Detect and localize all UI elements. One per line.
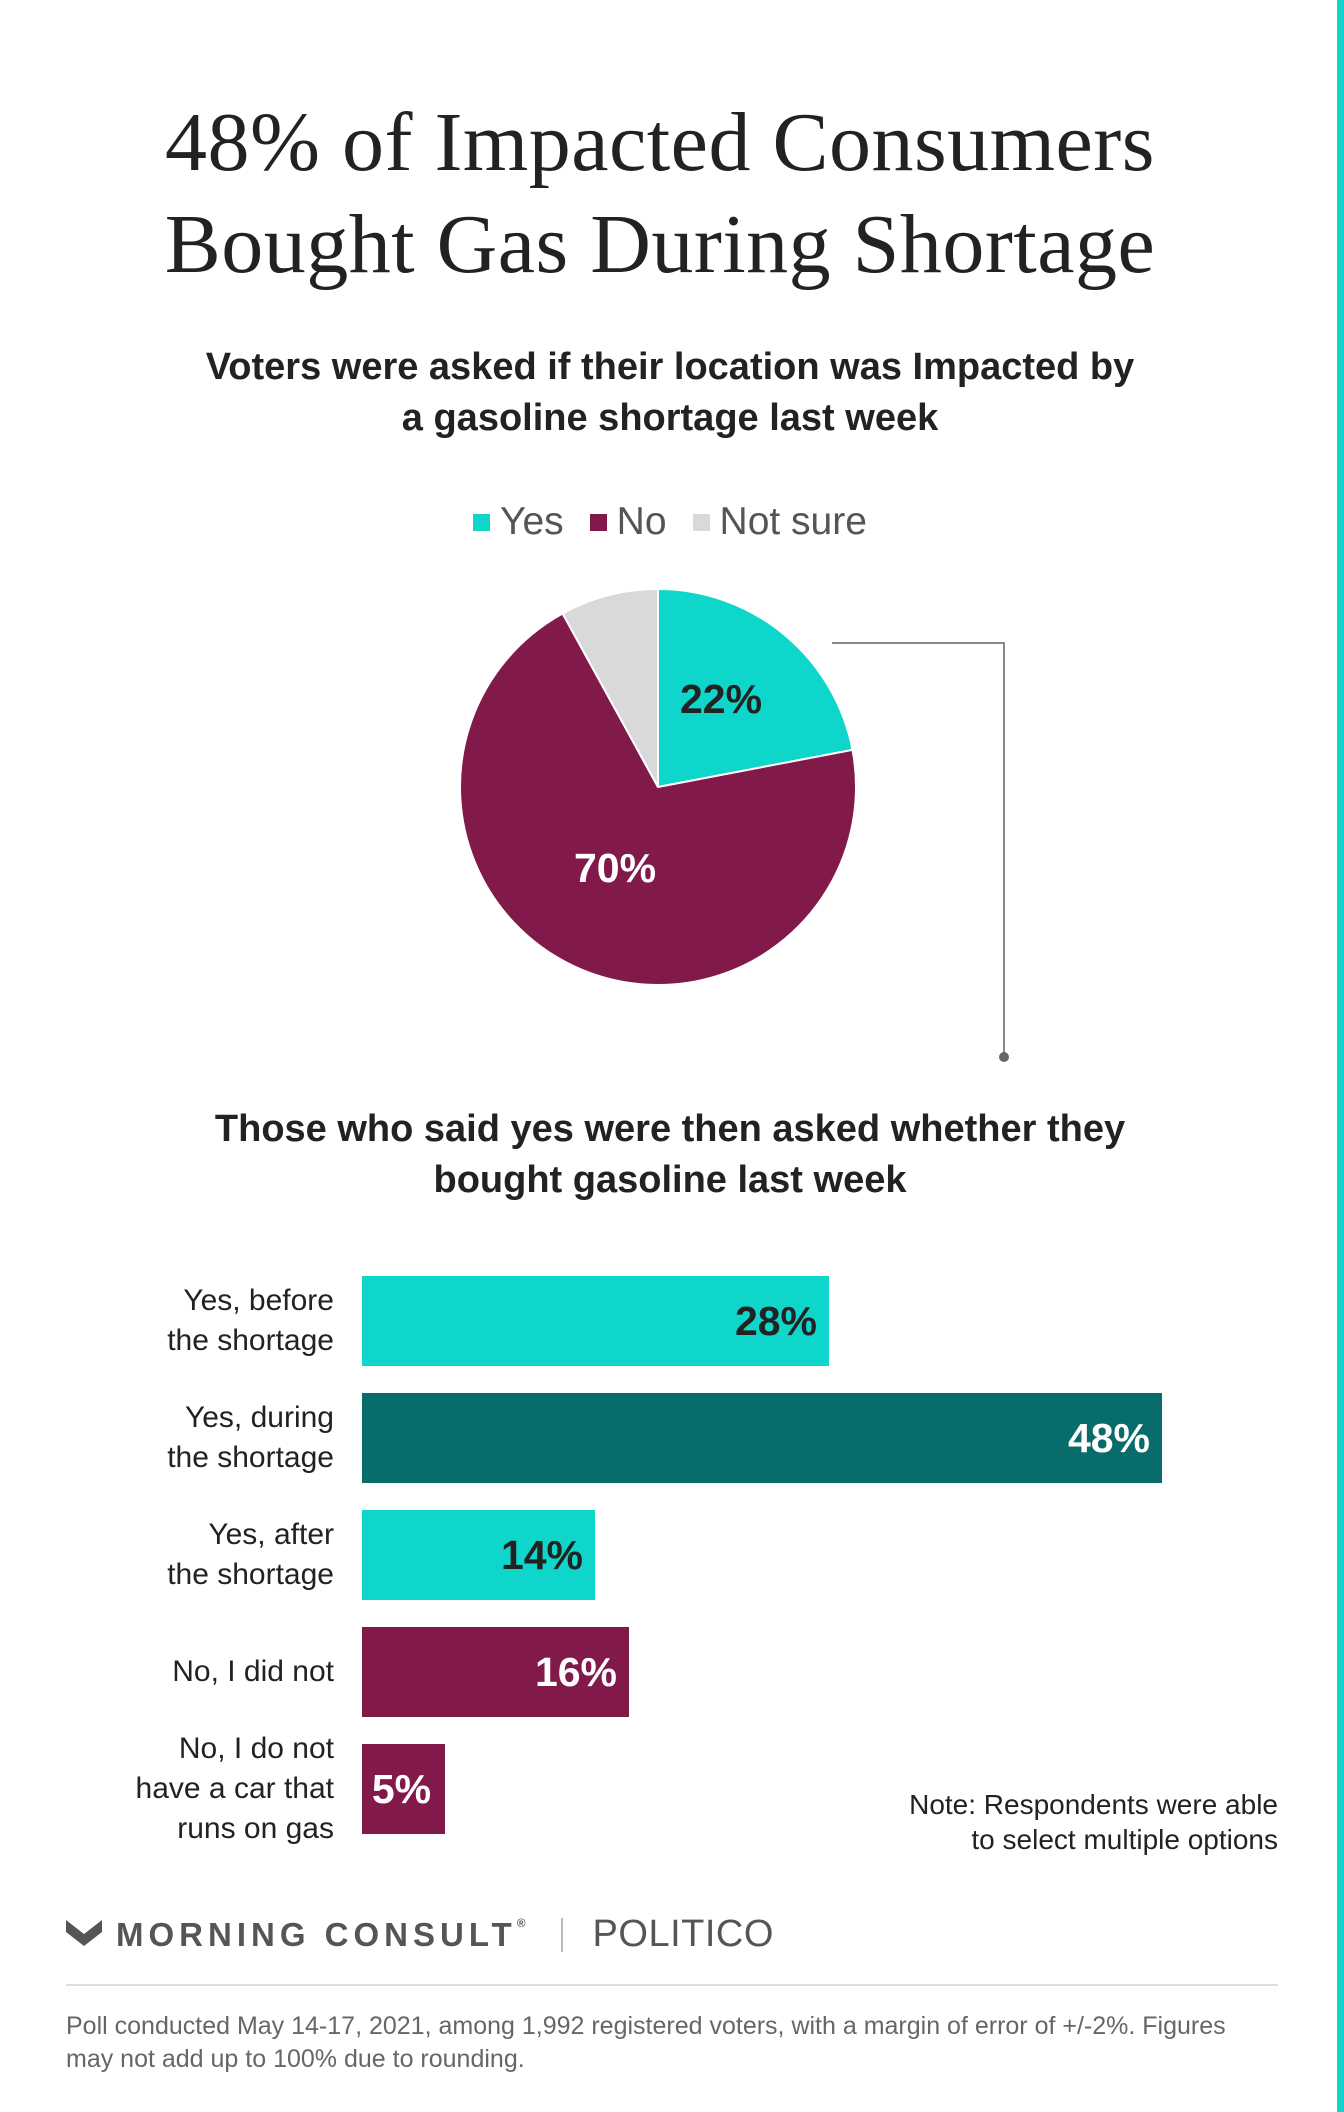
- bar-category-label: No, I do not have a car that runs on gas: [135, 1732, 334, 1845]
- legend-label-not-sure: Not sure: [719, 500, 867, 543]
- legend-label-no: No: [616, 500, 667, 543]
- morning-consult-wordmark: MORNING CONSULT: [116, 1915, 517, 1953]
- note-line-1: Note: Respondents were able: [909, 1789, 1278, 1820]
- bar-category-label: Yes, after the shortage: [167, 1518, 334, 1591]
- bar: 28%: [362, 1276, 829, 1366]
- footer-line-2: may not add up to 100% due to rounding.: [66, 2045, 525, 2073]
- bar-subtitle-line-1: Those who said yes were then asked wheth…: [214, 1108, 1126, 1150]
- pie-data-label-no: 70%: [574, 845, 656, 891]
- morning-consult-logo-icon: [66, 1919, 102, 1946]
- footer-source: Poll conducted May 14-17, 2021, among 1,…: [66, 2010, 1266, 2076]
- chart-title: 48% of Impacted Consumers Bought Gas Dur…: [0, 92, 1320, 296]
- pie-subtitle-line-2: a gasoline shortage last week: [401, 397, 939, 439]
- legend-item-not-sure: Not sure: [692, 500, 867, 544]
- logo-row: MORNING CONSULT® POLITICO: [66, 1913, 774, 1956]
- pie-to-bars-connector: [832, 642, 1005, 1055]
- bar-data-label: 16%: [534, 1648, 617, 1695]
- pie-chart: 22% 70%: [459, 587, 1009, 1062]
- footer-rule: [66, 1984, 1278, 1986]
- bar: 14%: [362, 1510, 595, 1600]
- bar: 16%: [362, 1627, 629, 1717]
- pie-slice-yes: [657, 587, 854, 789]
- legend-item-yes: Yes: [473, 500, 564, 544]
- bar-category-label: No, I did not: [172, 1655, 334, 1688]
- politico-logo: POLITICO: [592, 1913, 774, 1955]
- pie-subtitle-line-1: Voters were asked if their location was …: [205, 346, 1135, 388]
- bar-category-label: Yes, before the shortage: [167, 1284, 334, 1357]
- registered-mark: ®: [516, 1915, 531, 1930]
- bar: 48%: [362, 1393, 1162, 1483]
- title-line-1: 48% of Impacted Consumers: [165, 96, 1155, 189]
- note-line-2: to select multiple options: [971, 1824, 1278, 1855]
- title-line-2: Bought Gas During Shortage: [164, 198, 1156, 291]
- bar-data-label: 48%: [1067, 1414, 1150, 1461]
- logo-divider: [560, 1917, 563, 1952]
- bar-subtitle: Those who said yes were then asked wheth…: [0, 1104, 1340, 1206]
- legend-swatch-no: [589, 513, 607, 531]
- legend-swatch-not-sure: [692, 513, 710, 531]
- bar-data-label: 14%: [500, 1531, 583, 1578]
- pie-subtitle: Voters were asked if their location was …: [0, 342, 1340, 444]
- morning-consult-logo: MORNING CONSULT®: [116, 1916, 531, 1954]
- legend-item-no: No: [589, 500, 667, 544]
- pie-data-label-yes: 22%: [680, 676, 762, 722]
- pie-legend: Yes No Not sure: [0, 500, 1340, 544]
- footer-line-1: Poll conducted May 14-17, 2021, among 1,…: [66, 2012, 1226, 2040]
- legend-swatch-yes: [473, 513, 491, 531]
- bar: 5%: [362, 1744, 445, 1834]
- bar-category-label: Yes, during the shortage: [167, 1401, 334, 1474]
- bar-subtitle-line-2: bought gasoline last week: [433, 1159, 907, 1201]
- note: Note: Respondents were able to select mu…: [909, 1787, 1278, 1857]
- legend-label-yes: Yes: [500, 500, 564, 543]
- pie-slice-no: [459, 612, 857, 986]
- connector-dot: [999, 1052, 1009, 1062]
- bar-data-label: 5%: [371, 1765, 432, 1812]
- bar-data-label: 28%: [734, 1297, 817, 1344]
- pie-slice-not-sure: [561, 587, 659, 788]
- edge-stripe: [1337, 0, 1344, 2112]
